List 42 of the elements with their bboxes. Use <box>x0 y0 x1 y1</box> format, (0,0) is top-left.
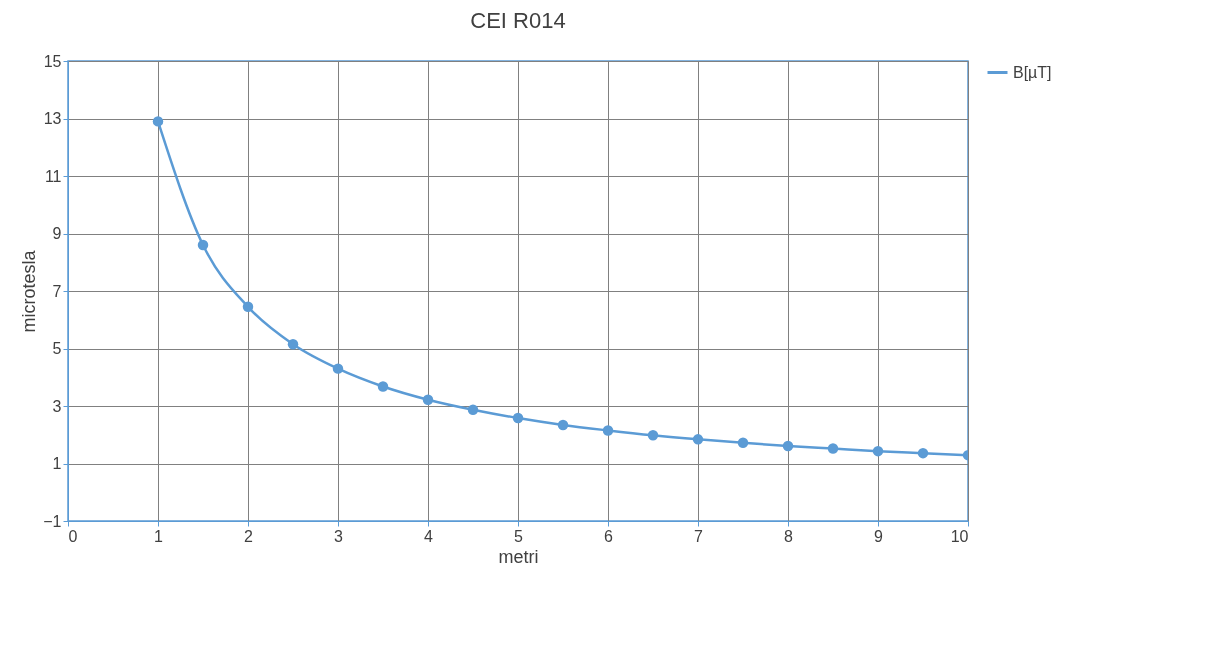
y-tick-label: 13 <box>43 110 62 127</box>
x-tick-label: 0 <box>68 527 78 545</box>
point <box>557 419 569 431</box>
point <box>152 116 164 127</box>
y-tick-label: 5 <box>52 340 62 357</box>
legend-label: B[µT] <box>1013 63 1052 81</box>
y-axis-title: microtesla <box>19 249 40 333</box>
x-tick-label: 5 <box>514 527 524 545</box>
y-tick-label: 15 <box>43 52 62 70</box>
y-tick-label: 9 <box>52 225 62 242</box>
point <box>782 440 794 452</box>
y-tick-label: −1 <box>43 512 62 530</box>
x-tick-label: 10 <box>950 527 969 545</box>
point <box>692 434 704 445</box>
point <box>647 430 659 441</box>
x-tick-label: 8 <box>784 527 794 545</box>
x-axis-title: metri <box>498 546 539 567</box>
point <box>602 425 614 436</box>
point <box>467 404 479 415</box>
x-tick-label: 7 <box>694 527 704 545</box>
x-tick-label: 2 <box>244 527 254 545</box>
point <box>422 394 434 405</box>
point <box>917 447 929 459</box>
point <box>287 338 299 350</box>
y-tick-label: 11 <box>44 167 62 185</box>
point <box>377 381 389 392</box>
x-tick-label: 4 <box>424 527 434 545</box>
chart-title: CEI R014 <box>470 8 566 33</box>
point <box>512 412 524 424</box>
point <box>242 301 254 313</box>
y-tick-label: 3 <box>52 397 62 415</box>
x-tick-label: 3 <box>334 527 344 545</box>
point <box>872 445 884 457</box>
x-tick-label: 1 <box>154 527 164 545</box>
point <box>827 443 839 454</box>
y-tick-label: 7 <box>52 282 62 300</box>
point <box>332 363 344 374</box>
point <box>737 437 749 449</box>
y-tick-label: 1 <box>52 455 62 472</box>
x-tick-label: 6 <box>604 527 614 545</box>
point <box>197 239 209 251</box>
x-tick-label: 9 <box>874 527 884 545</box>
